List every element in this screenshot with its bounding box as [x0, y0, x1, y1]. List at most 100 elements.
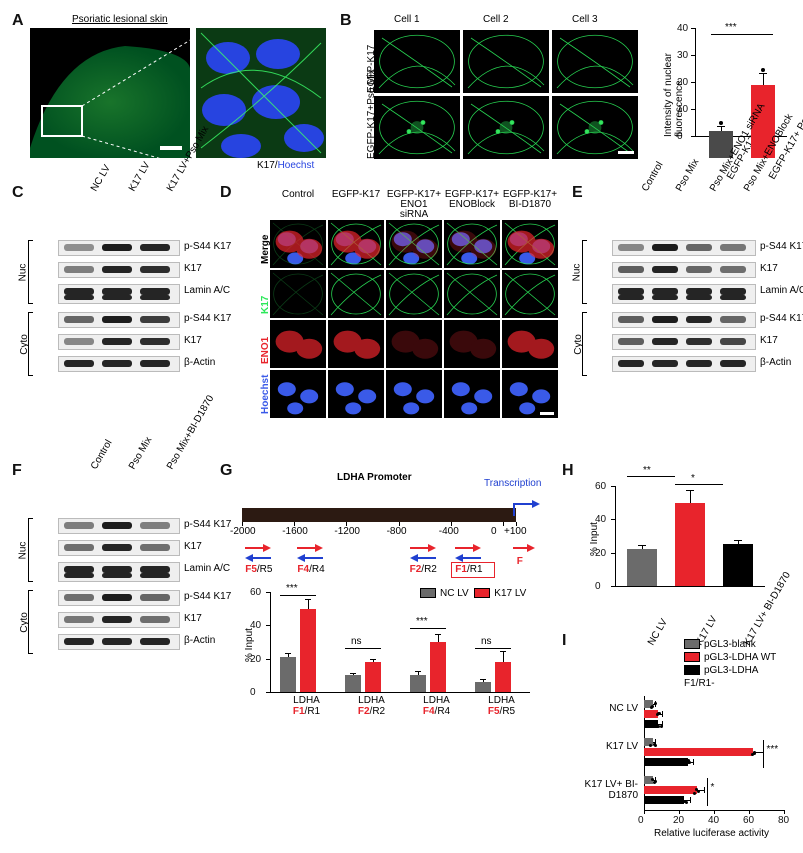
- C-row-5: [58, 356, 180, 372]
- D-cell-2-3: [444, 320, 500, 368]
- F-lab-3: p-S44 K17: [184, 591, 231, 602]
- G-promoter-diagram: LDHA PromoterTranscription-2000-1600-120…: [242, 472, 542, 582]
- C-row-0: [58, 240, 180, 256]
- E-lab-4: K17: [760, 335, 778, 346]
- B-col-0: Cell 1: [394, 14, 420, 25]
- C-lab-0: p-S44 K17: [184, 241, 231, 252]
- G-tick-0: 0: [491, 526, 497, 537]
- G-box: [451, 562, 495, 578]
- C-row-4: [58, 334, 180, 350]
- F-col-2: Pso Mix+BI-D1870: [165, 394, 216, 472]
- panel-G-label: G: [220, 462, 232, 480]
- B-sig: ***: [725, 22, 737, 33]
- G-bar-1-0: [345, 675, 361, 692]
- D-cell-0-3: [444, 220, 500, 268]
- G-bar: [242, 508, 516, 522]
- C-col-1: K17 LV: [127, 160, 153, 193]
- B-col-1: Cell 2: [483, 14, 509, 25]
- C-lab-1: K17: [184, 263, 202, 274]
- F-row-0: [58, 518, 180, 534]
- F-grp-Nuc: Nuc: [17, 542, 28, 560]
- F-lab-1: K17: [184, 541, 202, 552]
- F-lab-5: β-Actin: [184, 635, 215, 646]
- F-row-2: [58, 562, 180, 582]
- G-tick--2000: -2000: [230, 526, 256, 537]
- F-row-4: [58, 612, 180, 628]
- H-bar-2: [723, 544, 753, 586]
- G-legend: NC LV K17 LV: [420, 588, 532, 599]
- D-cell-0-4: [502, 220, 558, 268]
- figure: A Psoriatic lesional skin {"n":55}: [12, 12, 791, 841]
- I-grp-1: K17 LV: [572, 742, 638, 753]
- panel-C-label: C: [12, 184, 24, 202]
- G-primer-0: F5/R5: [245, 564, 272, 575]
- B-cell-1-0: [374, 96, 460, 159]
- I-bar-1-1: [644, 748, 753, 756]
- I-grp-0: NC LV: [572, 704, 638, 715]
- B-cell-0-0: [374, 30, 460, 93]
- H-bar-0: [627, 549, 657, 586]
- A-legend: K17/Hoechst: [257, 160, 314, 171]
- D-cell-1-1: [328, 270, 384, 318]
- G-tick--800: -800: [387, 526, 407, 537]
- D-col-0: Control: [270, 190, 326, 200]
- D-cell-3-3: [444, 370, 500, 418]
- F-lab-4: K17: [184, 613, 202, 624]
- C-lab-2: Lamin A/C: [184, 285, 230, 296]
- C-col-0: NC LV: [89, 163, 113, 193]
- B-cell-0-2: [552, 30, 638, 93]
- E-row-0: [612, 240, 756, 256]
- A-inset-image: [196, 28, 326, 158]
- G-bar-0-1: [300, 609, 316, 692]
- E-lab-2: Lamin A/C: [760, 285, 803, 296]
- panel-B-label: B: [340, 12, 352, 30]
- D-cell-1-4: [502, 270, 558, 318]
- I-xlab: Relative luciferase activity: [654, 828, 769, 839]
- F-row-5: [58, 634, 180, 650]
- E-row-4: [612, 334, 756, 350]
- E-lab-1: K17: [760, 263, 778, 274]
- D-cell-2-1: [328, 320, 384, 368]
- E-row-2: [612, 284, 756, 304]
- C-grp-Nuc: Nuc: [17, 264, 28, 282]
- D-cell-0-1: [328, 220, 384, 268]
- panel-A-title: Psoriatic lesional skin: [72, 14, 168, 25]
- E-row-5: [612, 356, 756, 372]
- D-cell-3-2: [386, 370, 442, 418]
- D-cell-1-0: [270, 270, 326, 318]
- F-col-1: Pso Mix: [127, 435, 154, 471]
- D-cell-3-0: [270, 370, 326, 418]
- C-lab-4: K17: [184, 335, 202, 346]
- D-cell-2-0: [270, 320, 326, 368]
- D-cell-2-2: [386, 320, 442, 368]
- panel-I-label: I: [562, 632, 566, 650]
- D-cell-0-2: [386, 220, 442, 268]
- panel-E-label: E: [572, 184, 583, 202]
- C-lab-3: p-S44 K17: [184, 313, 231, 324]
- G-bar-3-1: [495, 662, 511, 692]
- E-lab-3: p-S44 K17: [760, 313, 803, 324]
- G-bar-chart: 0204060% InputNC LV K17 LV ***LDHAF1/R1n…: [242, 592, 542, 742]
- G-xlab-0: LDHAF1/R1: [274, 696, 339, 717]
- I-bar-chart: pGL3-blankpGL3-LDHA WTpGL3-LDHA F1/R1-02…: [572, 644, 790, 824]
- C-lab-5: β-Actin: [184, 357, 215, 368]
- H-xlab-0: NC LV: [646, 617, 670, 647]
- E-row-1: [612, 262, 756, 278]
- I-bar-1-2: [644, 758, 688, 766]
- F-lab-0: p-S44 K17: [184, 519, 231, 530]
- D-cell-3-4: [502, 370, 558, 418]
- B-col-2: Cell 3: [572, 14, 598, 25]
- panel-F-label: F: [12, 462, 22, 480]
- I-bar-2-1: [644, 786, 697, 794]
- C-row-1: [58, 262, 180, 278]
- D-col-4: EGFP-K17+ BI-D1870: [502, 190, 558, 210]
- E-grp-Nuc: Nuc: [571, 264, 582, 282]
- E-row-3: [612, 312, 756, 328]
- panel-D-label: D: [220, 184, 232, 202]
- I-bar-2-2: [644, 796, 684, 804]
- D-col-1: EGFP-K17: [328, 190, 384, 200]
- B-y-label: Intensity of nuclear fluorescence: [663, 9, 685, 137]
- G-tick--400: -400: [439, 526, 459, 537]
- E-lab-0: p-S44 K17: [760, 241, 803, 252]
- G-xlab-1: LDHAF2/R2: [339, 696, 404, 717]
